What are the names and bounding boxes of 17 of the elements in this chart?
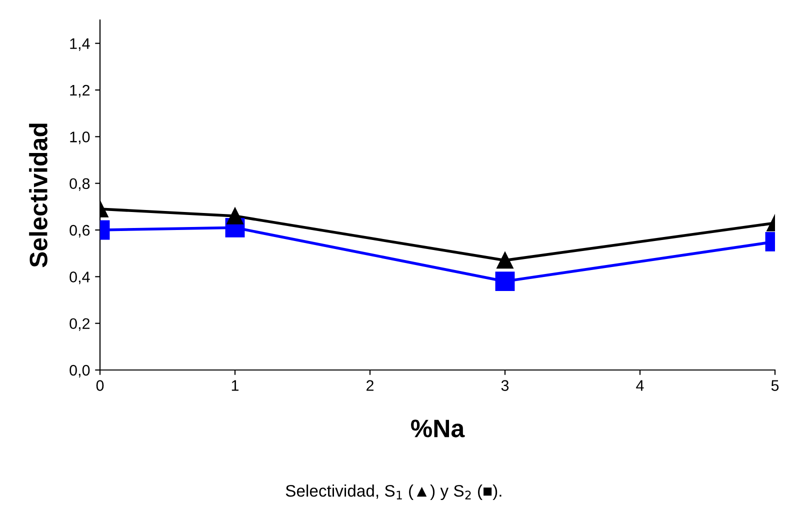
- x-tick-label: 4: [636, 380, 644, 391]
- x-tick-label: 3: [501, 380, 509, 391]
- y-tick-label: 0,2: [70, 318, 90, 331]
- x-tick-label: 0: [96, 380, 104, 391]
- y-tick-label: 0,4: [70, 272, 90, 284]
- x-tick-label: 2: [366, 380, 374, 391]
- y-tick-label: 1,0: [70, 132, 90, 144]
- y-tick-label: 0,0: [70, 364, 90, 378]
- y-tick-label: 1,4: [70, 38, 90, 51]
- x-axis-title: %Na: [411, 420, 465, 438]
- y-axis-title: Selectividad: [29, 124, 48, 268]
- y-tick-label: 1,2: [70, 84, 90, 98]
- text: Selectividad, S$_{1}$ (▲) y S$_{2}$ (■).: [286, 484, 502, 500]
- y-tick-label: 0,6: [70, 224, 90, 238]
- x-tick-label: 1: [232, 380, 239, 391]
- x-tick-label: 5: [771, 380, 779, 391]
- y-tick-label: 0,8: [70, 178, 90, 191]
